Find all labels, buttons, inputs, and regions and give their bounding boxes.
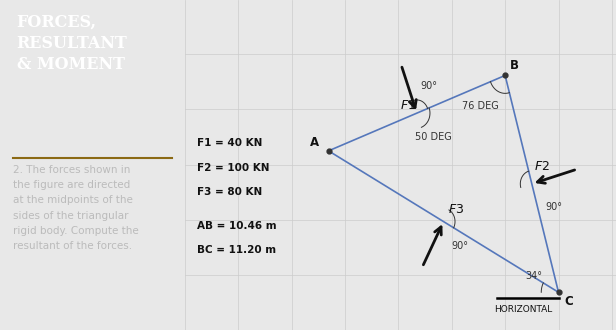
- Text: 50 DEG: 50 DEG: [415, 132, 452, 143]
- Text: HORIZONTAL: HORIZONTAL: [495, 305, 553, 314]
- Text: F1 = 40 KN: F1 = 40 KN: [197, 138, 262, 148]
- Text: 90°: 90°: [420, 81, 437, 91]
- Text: A: A: [310, 136, 320, 148]
- Text: 90°: 90°: [451, 241, 468, 251]
- Text: 90°: 90°: [545, 202, 562, 212]
- Text: B: B: [510, 59, 519, 72]
- Text: C: C: [565, 295, 573, 308]
- Text: AB = 10.46 m: AB = 10.46 m: [197, 221, 277, 231]
- Text: F3 = 80 KN: F3 = 80 KN: [197, 187, 262, 197]
- Text: $F3$: $F3$: [448, 203, 464, 216]
- Text: 76 DEG: 76 DEG: [462, 101, 499, 111]
- Text: 34°: 34°: [525, 271, 542, 281]
- Text: $F1$: $F1$: [400, 99, 416, 113]
- Text: F2 = 100 KN: F2 = 100 KN: [197, 163, 270, 173]
- Text: $F2$: $F2$: [534, 160, 549, 173]
- Text: 2. The forces shown in
the figure are directed
at the midpoints of the
sides of : 2. The forces shown in the figure are di…: [13, 165, 139, 251]
- Text: BC = 11.20 m: BC = 11.20 m: [197, 245, 276, 255]
- Text: FORCES,
RESULTANT
& MOMENT: FORCES, RESULTANT & MOMENT: [17, 13, 128, 73]
